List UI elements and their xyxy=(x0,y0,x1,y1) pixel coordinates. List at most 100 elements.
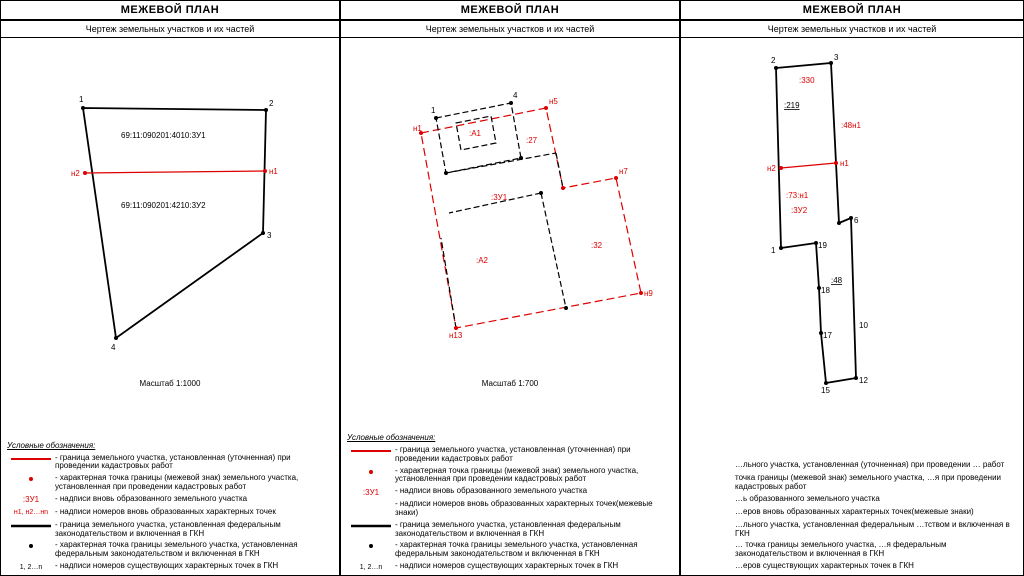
legend-text: - характерная точка границы (межевой зна… xyxy=(395,467,673,485)
legend-text: - граница земельного участка, установлен… xyxy=(55,521,333,539)
svg-text:3: 3 xyxy=(267,231,272,240)
legend-row: - граница земельного участка, установлен… xyxy=(347,521,673,539)
svg-text:2: 2 xyxy=(269,99,274,108)
svg-text:н7: н7 xyxy=(619,167,628,176)
scale-2: Масштаб 1:700 xyxy=(341,379,679,388)
svg-text:1: 1 xyxy=(431,106,436,115)
legend-row: …еров существующих характерных точек в Г… xyxy=(687,562,1017,572)
svg-2: :А1 :27 :3У1 :А2 :32 н1 н5 н7 н9 н13 1 4 xyxy=(341,38,681,368)
legend-row: - характерная точка границы земельного у… xyxy=(347,541,673,559)
legend-row: :3У1- надписи вновь образованного земель… xyxy=(7,495,333,505)
svg-text:15: 15 xyxy=(821,386,830,395)
legend-text: - надписи номеров вновь образованных хар… xyxy=(55,508,333,517)
legend-text: - надписи номеров существующих характерн… xyxy=(55,562,333,571)
svg-text::48н1: :48н1 xyxy=(841,121,862,130)
svg-text::27: :27 xyxy=(526,136,538,145)
svg-text:19: 19 xyxy=(818,241,827,250)
sheet-1: МЕЖЕВОЙ ПЛАН Чертеж земельных участков и… xyxy=(0,0,340,576)
legend-row: :3У1- надписи вновь образованного земель… xyxy=(347,487,673,497)
svg-text:н2: н2 xyxy=(767,164,776,173)
title: МЕЖЕВОЙ ПЛАН xyxy=(1,1,339,21)
legend-row: 1, 2…n- надписи номеров существующих хар… xyxy=(347,562,673,572)
svg-text::48: :48 xyxy=(831,276,843,285)
svg-text:н2: н2 xyxy=(71,169,80,178)
scale-1: Масштаб 1:1000 xyxy=(1,379,339,388)
legend-row: …льного участка, установленная (уточненн… xyxy=(687,461,1017,471)
svg-text:18: 18 xyxy=(821,286,830,295)
title: МЕЖЕВОЙ ПЛАН xyxy=(341,1,679,21)
svg-text::А1: :А1 xyxy=(469,129,482,138)
svg-text::73:н1: :73:н1 xyxy=(786,191,809,200)
svg-text::3У1: :3У1 xyxy=(491,193,508,202)
legend-row: точка границы (межевой знак) земельного … xyxy=(687,474,1017,492)
svg-text:69:11:090201:4010:3У1: 69:11:090201:4010:3У1 xyxy=(121,131,206,140)
legend-1: Условные обозначения: - граница земельно… xyxy=(1,437,339,575)
legend-text: …льного участка, установленная (уточненн… xyxy=(735,461,1017,470)
legend-text: - надписи вновь образованного земельного… xyxy=(55,495,333,504)
svg-text::219: :219 xyxy=(784,101,800,110)
svg-text:н9: н9 xyxy=(644,289,653,298)
legend-text: - граница земельного участка, установлен… xyxy=(395,521,673,539)
legend-row: …еров вновь образованных характерных точ… xyxy=(687,508,1017,518)
legend-text: - надписи номеров существующих характерн… xyxy=(395,562,673,571)
legend-row: - характерная точка границы (межевой зна… xyxy=(7,474,333,492)
sheet-3: МЕЖЕВОЙ ПЛАН Чертеж земельных участков и… xyxy=(680,0,1024,576)
legend-text: …еров вновь образованных характерных точ… xyxy=(735,508,1017,517)
legend-text: - граница земельного участка, установлен… xyxy=(55,454,333,472)
legend-text: …ь образованного земельного участка xyxy=(735,495,1017,504)
svg-text:н1: н1 xyxy=(269,167,278,176)
subtitle: Чертеж земельных участков и их частей xyxy=(341,21,679,38)
legend-rows-3: …льного участка, установленная (уточненн… xyxy=(687,461,1017,572)
legend-text: … точка границы земельного участка, …я ф… xyxy=(735,541,1017,559)
legend-text: - характерная точка границы земельного у… xyxy=(395,541,673,559)
legend-text: …льного участка, установленная федеральн… xyxy=(735,521,1017,539)
svg-text:3: 3 xyxy=(834,53,839,62)
legend-text: …еров существующих характерных точек в Г… xyxy=(735,562,1017,571)
svg-text:н13: н13 xyxy=(449,331,463,340)
svg-text:12: 12 xyxy=(859,376,868,385)
svg-text:1: 1 xyxy=(771,246,776,255)
subtitle: Чертеж земельных участков и их частей xyxy=(1,21,339,38)
legend-3: …льного участка, установленная (уточненн… xyxy=(681,457,1023,575)
legend-text: - надписи номеров вновь образованных хар… xyxy=(395,500,673,518)
sheet-2: МЕЖЕВОЙ ПЛАН Чертеж земельных участков и… xyxy=(340,0,680,576)
legend-rows-1: - граница земельного участка, установлен… xyxy=(7,454,333,572)
svg-text:2: 2 xyxy=(771,56,776,65)
legend-row: - характерная точка границы (межевой зна… xyxy=(347,467,673,485)
legend-row: - надписи номеров вновь образованных хар… xyxy=(347,500,673,518)
svg-3: 23 1215 1718 191 :330 :219 :48н1 н2 н1 :… xyxy=(681,38,1024,418)
svg-text:69:11:090201:4210:3У2: 69:11:090201:4210:3У2 xyxy=(121,201,206,210)
legend-row: 1, 2…n- надписи номеров существующих хар… xyxy=(7,562,333,572)
legend-text: точка границы (межевой знак) земельного … xyxy=(735,474,1017,492)
legend-title: Условные обозначения: xyxy=(7,441,333,450)
svg-text:1: 1 xyxy=(79,95,84,104)
legend-row: - граница земельного участка, установлен… xyxy=(7,454,333,472)
drawing-2: :А1 :27 :3У1 :А2 :32 н1 н5 н7 н9 н13 1 4 Ма… xyxy=(341,38,679,429)
svg-text:4: 4 xyxy=(111,343,116,352)
svg-text:4: 4 xyxy=(513,91,518,100)
drawing-3: 23 1215 1718 191 :330 :219 :48н1 н2 н1 :… xyxy=(681,38,1023,457)
svg-text:6: 6 xyxy=(854,216,859,225)
legend-row: …льного участка, установленная федеральн… xyxy=(687,521,1017,539)
sheets-row: МЕЖЕВОЙ ПЛАН Чертеж земельных участков и… xyxy=(0,0,1024,576)
svg-text::3У2: :3У2 xyxy=(791,206,808,215)
legend-row: - граница земельного участка, установлен… xyxy=(7,521,333,539)
legend-text: - характерная точка границы (межевой зна… xyxy=(55,474,333,492)
legend-row: - граница земельного участка, установлен… xyxy=(347,446,673,464)
legend-title: Условные обозначения: xyxy=(347,433,673,442)
legend-text: - граница земельного участка, установлен… xyxy=(395,446,673,464)
legend-row: …ь образованного земельного участка xyxy=(687,495,1017,505)
svg-text:н1: н1 xyxy=(413,124,422,133)
svg-text:10: 10 xyxy=(859,321,868,330)
title: МЕЖЕВОЙ ПЛАН xyxy=(681,1,1023,21)
legend-row: н1, н2…нn- надписи номеров вновь образов… xyxy=(7,508,333,518)
svg-text::А2: :А2 xyxy=(476,256,489,265)
svg-text:17: 17 xyxy=(823,331,832,340)
legend-text: - надписи вновь образованного земельного… xyxy=(395,487,673,496)
legend-row: … точка границы земельного участка, …я ф… xyxy=(687,541,1017,559)
svg-text::32: :32 xyxy=(591,241,603,250)
svg-text::330: :330 xyxy=(799,76,815,85)
subtitle: Чертеж земельных участков и их частей xyxy=(681,21,1023,38)
svg-text:н5: н5 xyxy=(549,97,558,106)
legend-rows-2: - граница земельного участка, установлен… xyxy=(347,446,673,572)
